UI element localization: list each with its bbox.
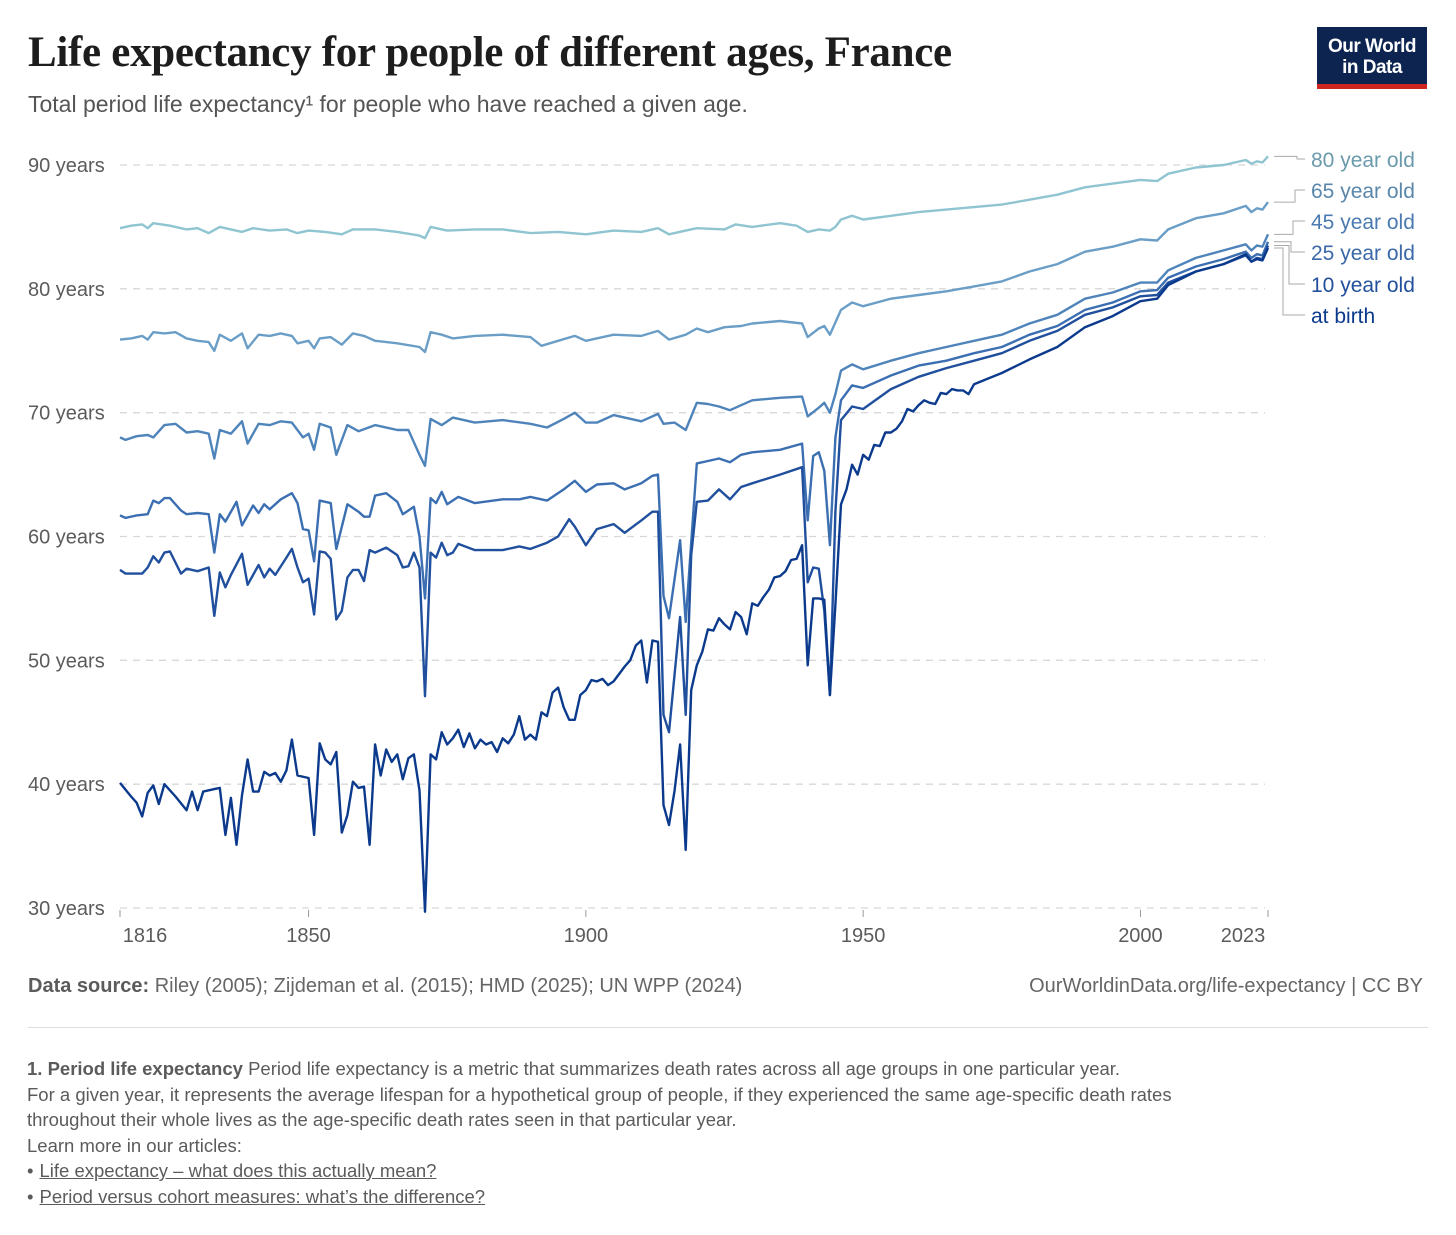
label-connector	[1274, 189, 1305, 203]
footnote-text-1: Period life expectancy is a metric that …	[242, 1058, 1121, 1079]
x-axis: 1816 1850 1900 1950 2000 2023	[119, 910, 1269, 947]
y-tick-label: 90 years	[28, 155, 105, 177]
line-chart: 30 years 40 years 50 years 60 years 70 years…	[28, 149, 1415, 947]
license-link[interactable]: OurWorldinData.org/life-expectancy | CC …	[1029, 975, 1423, 997]
y-tick-label: 60 years	[28, 527, 105, 549]
label-connector	[1274, 155, 1305, 160]
series-line-10-year-old[interactable]	[119, 245, 1270, 734]
footnote-text-3: throughout their whole lives as the age-…	[27, 1109, 737, 1130]
series-label[interactable]: at birth	[1311, 305, 1375, 328]
series-lines	[119, 155, 1270, 913]
series-label[interactable]: 65 year old	[1311, 180, 1415, 203]
x-tick-label: 1850	[286, 925, 331, 947]
series-line-25-year-old[interactable]	[119, 241, 1270, 624]
footer-divider	[28, 1027, 1428, 1028]
x-tick-label: 1816	[123, 925, 168, 947]
x-tick-label: 1950	[841, 925, 886, 947]
bullet-icon: •	[27, 1160, 34, 1181]
x-tick-label: 2000	[1118, 925, 1163, 947]
series-line-45-year-old[interactable]	[119, 233, 1270, 468]
series-label[interactable]: 10 year old	[1311, 274, 1415, 297]
y-tick-label: 70 years	[28, 403, 105, 425]
series-line-65-year-old[interactable]	[119, 201, 1269, 354]
y-tick-label: 80 years	[28, 279, 105, 301]
y-tick-label: 30 years	[28, 898, 105, 920]
label-connector	[1274, 244, 1305, 285]
chart-title: Life expectancy for people of different …	[28, 29, 952, 76]
data-source: Data source: Riley (2005); Zijdeman et a…	[28, 975, 742, 998]
bullet-icon: •	[27, 1185, 34, 1207]
logo-line-2: in Data	[1342, 57, 1402, 78]
logo-line-1: Our World	[1327, 36, 1417, 57]
x-tick-label: 2023	[1221, 925, 1266, 947]
series-line-at-birth[interactable]	[119, 247, 1270, 913]
series-label[interactable]: 80 year old	[1311, 149, 1415, 172]
y-axis-labels: 30 years 40 years 50 years 60 years 70 years…	[28, 155, 105, 920]
x-tick-label: 1900	[564, 925, 609, 947]
label-connector	[1274, 241, 1305, 253]
label-connector	[1274, 247, 1305, 316]
footnote-text-2: For a given year, it represents the aver…	[27, 1083, 1172, 1105]
data-source-label: Data source:	[28, 975, 150, 997]
data-source-text: Riley (2005); Zijdeman et al. (2015); HM…	[154, 975, 743, 997]
y-tick-label: 50 years	[28, 650, 105, 672]
series-label[interactable]: 25 year old	[1311, 242, 1415, 265]
article-link-period-cohort[interactable]: Period versus cohort measures: what’s th…	[39, 1185, 486, 1207]
footnotes: 1. Period life expectancy Period life ex…	[27, 1056, 1427, 1209]
footnote-term: 1. Period life expectancy	[27, 1058, 243, 1079]
series-labels: 80 year old 65 year old 45 year old 25 year…	[1274, 149, 1415, 328]
learn-more-label: Learn more in our articles:	[27, 1134, 242, 1156]
article-link-life-expectancy[interactable]: Life expectancy – what does this actuall…	[39, 1160, 437, 1181]
label-connector	[1274, 220, 1305, 235]
series-label[interactable]: 45 year old	[1311, 211, 1415, 234]
series-line-80-year-old[interactable]	[119, 155, 1269, 240]
owid-logo[interactable]: Our World in Data	[1317, 27, 1427, 89]
y-tick-label: 40 years	[28, 774, 105, 796]
chart-subtitle: Total period life expectancy¹ for people…	[28, 91, 748, 117]
